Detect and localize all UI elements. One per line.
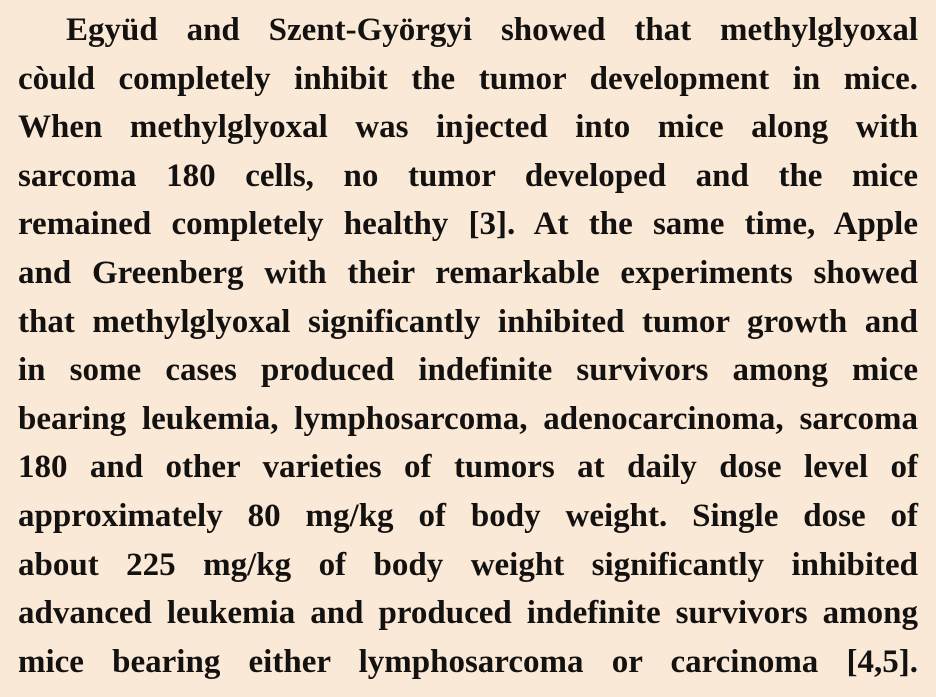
- text-line: còuld completely inhibit the tumor devel…: [18, 60, 918, 97]
- text-line: and Greenberg with their remarkable expe…: [18, 254, 918, 291]
- text-line: bearing leukemia, lymphosarcoma, adenoca…: [18, 400, 918, 437]
- text-line: advanced leukemia and produced indefinit…: [18, 595, 918, 632]
- text-line: approximately 80 mg/kg of body weight. S…: [18, 497, 918, 534]
- text-line: When methylglyoxal was injected into mic…: [18, 109, 918, 146]
- text-line: about 225 mg/kg of body weight significa…: [18, 546, 918, 583]
- text-line: mice bearing either lymphosarcoma or car…: [18, 643, 918, 680]
- text-line: in some cases produced indefinite surviv…: [18, 352, 918, 389]
- body-paragraph: Együd and Szent-Györgyi showed that meth…: [18, 6, 918, 686]
- text-line: that methylglyoxal significantly inhibit…: [18, 303, 918, 340]
- text-line: Együd and Szent-Györgyi showed that meth…: [66, 12, 918, 48]
- text-line: remained completely healthy [3]. At the …: [18, 206, 918, 243]
- text-line: sarcoma 180 cells, no tumor developed an…: [18, 157, 918, 194]
- text-line: 180 and other varieties of tumors at dai…: [18, 449, 918, 486]
